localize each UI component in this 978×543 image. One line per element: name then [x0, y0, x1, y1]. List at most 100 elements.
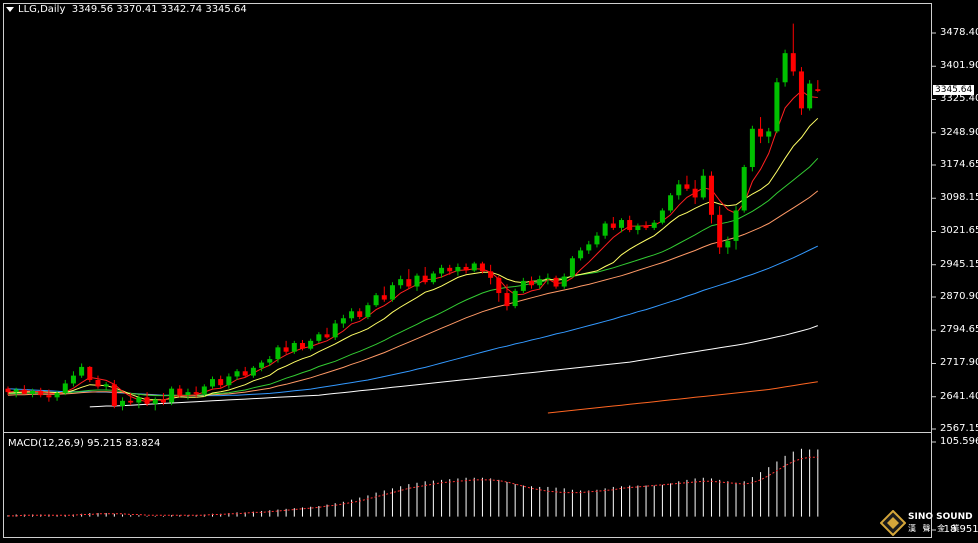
candle-body — [381, 295, 387, 300]
candle-body — [578, 250, 584, 259]
macd-label: MACD(12,26,9) — [8, 438, 84, 449]
price-tick-label: 3021.65 — [940, 225, 978, 237]
candle-body — [316, 334, 322, 341]
candle-body — [668, 195, 674, 211]
sino-sound-logo: SINO SOUND 漢 聲 金 業 — [880, 510, 973, 536]
candle-body — [128, 400, 134, 403]
candle-body — [21, 389, 27, 394]
candle-body — [815, 89, 821, 91]
price-tick-label: 3325.40 — [940, 93, 978, 105]
candle-body — [46, 395, 52, 398]
macd-header: MACD(12,26,9) 95.215 83.824 — [8, 438, 160, 449]
candle-body — [291, 343, 297, 352]
macd-tick-label: 105.596 — [940, 436, 978, 447]
candle-body — [766, 131, 772, 137]
candle-body — [790, 53, 796, 72]
price-tick-label: 3478.40 — [940, 27, 978, 38]
candle-body — [275, 347, 281, 360]
candle-body — [684, 184, 690, 189]
candle-body — [210, 379, 215, 387]
candle-body — [488, 271, 494, 278]
candle-body — [87, 366, 93, 380]
candle-body — [512, 290, 518, 307]
candle-body — [136, 397, 142, 403]
price-tick-label: 2717.90 — [940, 357, 978, 369]
candle-body — [422, 275, 428, 283]
candle-body — [717, 214, 723, 248]
candle-body — [430, 273, 436, 283]
candle-body — [349, 311, 355, 319]
candle-body — [38, 390, 44, 396]
candle-body — [635, 225, 641, 231]
candle-body — [79, 366, 85, 376]
candle-body — [250, 367, 256, 376]
candle-body — [455, 266, 461, 272]
candle-body — [439, 267, 445, 274]
candle-body — [242, 371, 248, 376]
candle-body — [553, 277, 559, 287]
candle-body — [218, 379, 224, 386]
candle-body — [725, 240, 731, 248]
price-tick-label: 2794.65 — [940, 324, 978, 336]
candle-body — [414, 275, 420, 287]
price-tick-label: 3098.15 — [940, 192, 978, 204]
candle-body — [537, 279, 543, 286]
chart-frame — [3, 3, 932, 538]
candle-body — [471, 263, 477, 271]
macd-values: 95.215 83.824 — [87, 438, 161, 449]
candle-body — [627, 220, 633, 231]
candle-body — [692, 188, 698, 198]
candle-body — [782, 53, 788, 83]
candle-body — [545, 277, 551, 280]
candle-body — [463, 266, 469, 271]
candle-body — [111, 384, 117, 407]
candle-body — [365, 305, 371, 317]
candle-body — [504, 293, 510, 307]
candle-body — [676, 184, 682, 196]
dropdown-triangle-icon[interactable] — [6, 6, 14, 12]
candle-body — [733, 210, 739, 241]
candle-body — [700, 175, 706, 198]
candle-body — [610, 223, 616, 228]
candle-body — [160, 399, 166, 403]
candle-body — [758, 128, 764, 137]
current-price-tag: 3345.64 — [933, 85, 975, 95]
candle-body — [283, 347, 289, 352]
candle-body — [447, 267, 453, 272]
candle-body — [529, 280, 535, 286]
candle-body — [708, 175, 714, 215]
candle-body — [299, 343, 305, 349]
price-tick-label: 2870.90 — [940, 291, 978, 302]
logo-diamond-icon — [880, 510, 906, 536]
candle-body — [406, 279, 412, 287]
candle-body — [226, 376, 232, 386]
candle-body — [95, 379, 101, 387]
candle-body — [807, 83, 813, 109]
candle-body — [185, 392, 191, 396]
candle-body — [741, 167, 747, 211]
candle-body — [357, 311, 363, 317]
logo-text-cn: 漢 聲 金 業 — [908, 524, 962, 533]
candle-body — [332, 323, 338, 338]
candle-body — [169, 388, 175, 403]
candle-body — [234, 371, 240, 377]
candle-body — [389, 285, 395, 300]
chart-header: LLG,Daily 3349.56 3370.41 3342.74 3345.6… — [6, 4, 247, 15]
macd-signal-line — [8, 456, 818, 517]
candle-body — [643, 225, 649, 228]
price-tick-label: 3248.90 — [940, 126, 978, 138]
candle-body — [308, 340, 314, 349]
candle-body — [13, 389, 19, 393]
candle-body — [569, 258, 575, 277]
price-tick-label: 2945.15 — [940, 258, 978, 270]
candle-body — [586, 244, 592, 251]
candle-body — [152, 399, 158, 404]
candle-body — [177, 388, 183, 396]
candle-body — [659, 210, 665, 223]
candle-body — [259, 362, 265, 368]
price-tick-label: 3401.90 — [940, 60, 978, 72]
ma-line-ma120 — [89, 325, 818, 408]
candle-body — [54, 392, 60, 398]
candle-body — [267, 359, 273, 363]
